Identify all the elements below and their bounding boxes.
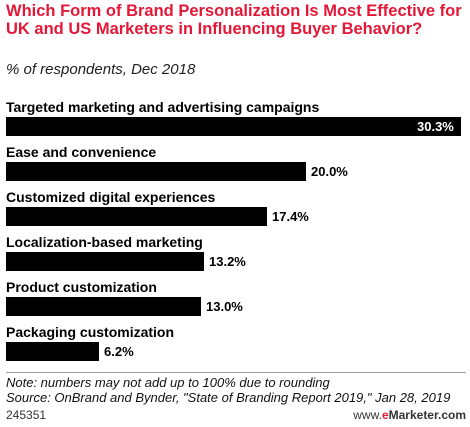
value-label: 13.2%: [209, 254, 246, 269]
category-label: Targeted marketing and advertising campa…: [6, 99, 320, 115]
category-label: Product customization: [6, 279, 157, 295]
footer-divider: [6, 372, 466, 373]
value-label: 20.0%: [311, 164, 348, 179]
category-label: Ease and convenience: [6, 144, 157, 160]
bar: [6, 252, 204, 271]
chart-id: 245351: [6, 408, 47, 422]
chart-title: Which Form of Brand Personalization Is M…: [6, 2, 462, 38]
value-label: 30.3%: [417, 119, 454, 134]
bar: [6, 297, 201, 316]
category-label: Customized digital experiences: [6, 189, 216, 205]
bar: [6, 162, 306, 181]
value-label: 6.2%: [104, 344, 134, 359]
brand-name: Marketer.com: [388, 408, 466, 422]
value-label: 13.0%: [206, 299, 243, 314]
footer: 245351 www.eMarketer.com: [6, 408, 466, 424]
source-note: Source: OnBrand and Bynder, "State of Br…: [6, 390, 451, 405]
bar: [6, 207, 267, 226]
bar: [6, 117, 461, 136]
emarketer-logo: www.eMarketer.com: [353, 408, 466, 422]
brand-e: e: [381, 408, 389, 422]
value-label: 17.4%: [272, 209, 309, 224]
bar: [6, 342, 99, 361]
brand-prefix: www.: [353, 408, 382, 422]
category-label: Packaging customization: [6, 324, 175, 340]
category-label: Localization-based marketing: [6, 234, 203, 250]
chart-subtitle: % of respondents, Dec 2018: [6, 61, 196, 78]
footnote: Note: numbers may not add up to 100% due…: [6, 375, 330, 390]
